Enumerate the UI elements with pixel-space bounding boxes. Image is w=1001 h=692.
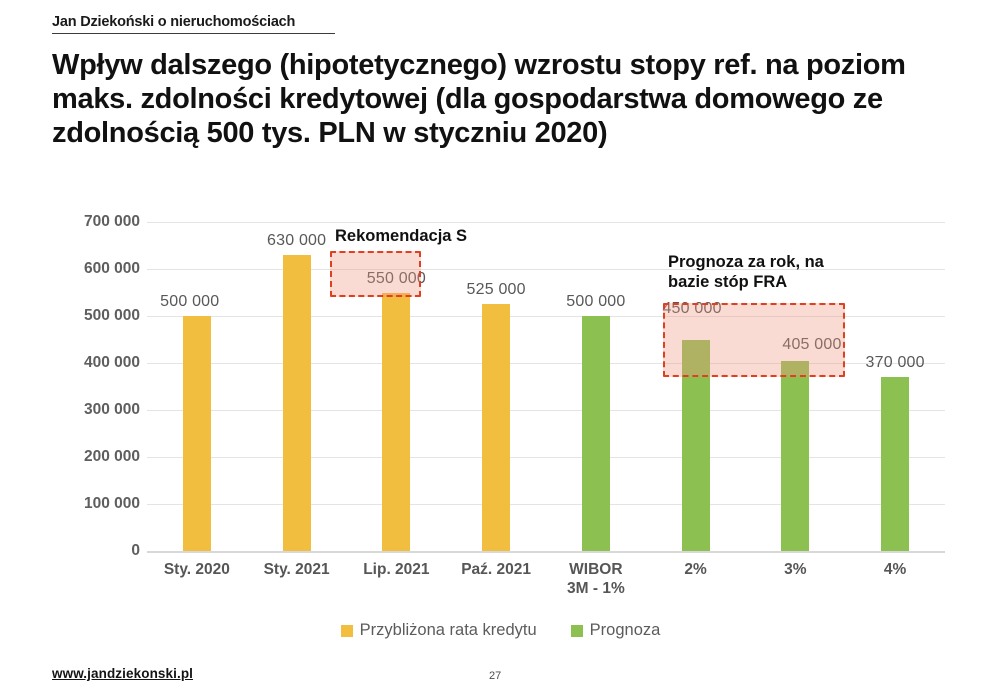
y-axis-tick-label: 100 000 xyxy=(83,495,140,512)
y-axis-tick-label: 400 000 xyxy=(83,354,140,371)
chart-legend: Przybliżona rata kredytu Prognoza xyxy=(0,621,1001,640)
y-axis: 0 100 000 200 000 300 000 400 000 500 000 600 … xyxy=(40,213,140,559)
brand-underline xyxy=(52,33,335,34)
brand-title: Jan Dziekoński o nieruchomościach xyxy=(52,14,296,30)
x-axis-tick-label: Sty. 2020 xyxy=(163,561,230,578)
x-axis-tick-label: 4% xyxy=(883,561,907,578)
bar[interactable] xyxy=(482,304,511,551)
bar-value-label: 500 000 xyxy=(566,293,626,310)
x-axis-tick-label: Lip. 2021 xyxy=(363,561,430,578)
bar[interactable] xyxy=(881,377,910,551)
gridline xyxy=(147,222,945,223)
legend-item[interactable]: Prognoza xyxy=(570,621,661,640)
bar[interactable] xyxy=(781,360,810,551)
legend-swatch-icon xyxy=(570,624,583,637)
y-axis-tick-label: 200 000 xyxy=(83,448,140,465)
plot-area: 500 000 630 000 550 000 525 000 500 000 450 0… xyxy=(147,222,945,553)
callout-box-rekomendacja-s xyxy=(330,251,421,297)
legend-label: Przybliżona rata kredytu xyxy=(359,621,537,639)
y-axis-tick-label: 600 000 xyxy=(83,260,140,277)
footer-website-link[interactable]: www.jandziekonski.pl xyxy=(52,666,194,681)
page-number: 27 xyxy=(489,670,502,682)
y-axis-tick-label: 300 000 xyxy=(83,401,140,418)
bar-slot: 370 000 xyxy=(845,222,945,551)
legend-item[interactable]: Przybliżona rata kredytu xyxy=(340,621,537,640)
y-axis-tick-label: 500 000 xyxy=(83,307,140,324)
bar-slot: 405 000 xyxy=(746,222,846,551)
callout-title-rekomendacja-s: Rekomendacja S xyxy=(335,227,468,245)
slide-header: Jan Dziekoński o nieruchomościach xyxy=(52,14,352,34)
bar-value-label: 405 000 xyxy=(782,335,842,353)
x-axis-tick-label: Paź. 2021 xyxy=(461,561,532,578)
bar-value-label: 525 000 xyxy=(466,281,526,299)
bar-value-label: 370 000 xyxy=(865,354,925,372)
bar-slot: 525 000 xyxy=(446,222,546,551)
gridline xyxy=(147,316,945,317)
callout-box-prognoza-fra xyxy=(663,303,845,377)
bar[interactable] xyxy=(282,254,311,551)
x-axis-tick-label: 2% xyxy=(684,561,707,578)
bar-slot: 630 000 xyxy=(247,222,347,551)
y-axis-tick-label: 0 xyxy=(131,542,140,559)
bar[interactable] xyxy=(681,339,710,551)
legend-label: Prognoza xyxy=(589,621,661,639)
legend-swatch-icon xyxy=(340,624,353,637)
bar[interactable] xyxy=(581,316,610,551)
y-axis-tick-label: 700 000 xyxy=(83,213,140,230)
bar-slot: 550 000 xyxy=(347,222,447,551)
gridline xyxy=(147,410,945,411)
x-axis-tick-label: 3% xyxy=(784,561,807,578)
gridline xyxy=(147,457,945,458)
bar[interactable] xyxy=(382,292,411,551)
callout-title-prognoza-fra: Prognoza za rok, na bazie stóp FRA xyxy=(668,253,824,291)
gridline xyxy=(147,363,945,364)
x-axis-tick-label: Sty. 2021 xyxy=(263,561,330,578)
bar-value-label: 500 000 xyxy=(160,293,220,310)
gridline xyxy=(147,504,945,505)
bar-slot: 500 000 xyxy=(546,222,646,551)
bar-value-label: 550 000 xyxy=(366,269,426,287)
x-axis-tick-label: WIBOR 3M - 1% xyxy=(567,561,625,597)
bar-slot: 500 000 xyxy=(147,222,247,551)
bar[interactable] xyxy=(182,316,211,551)
gridline xyxy=(147,551,945,553)
page-title: Wpływ dalszego (hipotetycznego) wzrostu … xyxy=(52,49,906,149)
bar-value-label: 630 000 xyxy=(267,231,327,249)
gridline xyxy=(147,269,945,270)
